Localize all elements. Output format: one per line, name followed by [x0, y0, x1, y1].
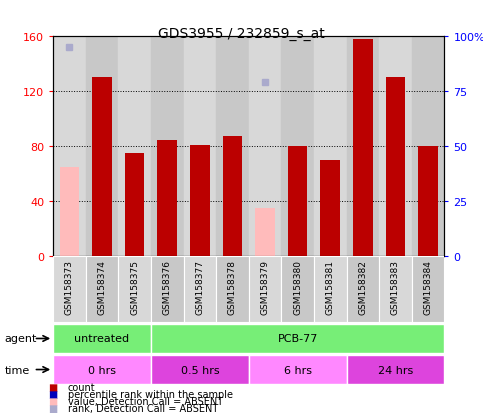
Bar — [151, 256, 184, 322]
Text: GSM158382: GSM158382 — [358, 259, 368, 314]
Text: count: count — [68, 382, 95, 392]
Bar — [321, 160, 340, 256]
Bar — [314, 256, 347, 322]
Bar — [347, 37, 379, 256]
Text: ■: ■ — [48, 389, 57, 399]
Bar — [347, 256, 379, 322]
Bar — [256, 208, 275, 256]
Text: ■: ■ — [48, 404, 57, 413]
Text: PCB-77: PCB-77 — [277, 334, 318, 344]
Bar — [157, 141, 177, 256]
Bar — [86, 256, 118, 322]
Bar — [353, 40, 373, 256]
Text: untreated: untreated — [74, 334, 129, 344]
Text: GSM158378: GSM158378 — [228, 259, 237, 314]
Text: 24 hrs: 24 hrs — [378, 365, 413, 375]
Bar — [86, 37, 118, 256]
Text: GSM158373: GSM158373 — [65, 259, 74, 314]
Bar — [125, 154, 144, 256]
Text: percentile rank within the sample: percentile rank within the sample — [68, 389, 233, 399]
Bar — [314, 37, 347, 256]
Bar — [190, 145, 210, 256]
Bar — [151, 355, 249, 384]
Bar — [418, 147, 438, 256]
Bar — [60, 167, 79, 256]
Bar — [53, 355, 151, 384]
Text: GSM158374: GSM158374 — [98, 259, 107, 314]
Bar — [281, 256, 314, 322]
Text: GSM158375: GSM158375 — [130, 259, 139, 314]
Text: GSM158377: GSM158377 — [195, 259, 204, 314]
Bar — [288, 147, 307, 256]
Text: time: time — [5, 365, 30, 375]
Text: GSM158376: GSM158376 — [163, 259, 172, 314]
Bar — [249, 37, 282, 256]
Text: ■: ■ — [48, 396, 57, 406]
Bar — [281, 37, 314, 256]
Bar — [53, 256, 86, 322]
Bar — [412, 37, 444, 256]
Text: GSM158384: GSM158384 — [424, 259, 433, 314]
Bar — [92, 78, 112, 256]
Bar — [249, 355, 347, 384]
Bar — [412, 256, 444, 322]
Text: 6 hrs: 6 hrs — [284, 365, 312, 375]
Bar — [249, 256, 282, 322]
Text: GSM158383: GSM158383 — [391, 259, 400, 314]
Text: rank, Detection Call = ABSENT: rank, Detection Call = ABSENT — [68, 404, 218, 413]
Bar — [216, 256, 249, 322]
Text: GSM158380: GSM158380 — [293, 259, 302, 314]
Text: GDS3955 / 232859_s_at: GDS3955 / 232859_s_at — [158, 27, 325, 41]
Bar — [347, 355, 444, 384]
Text: 0.5 hrs: 0.5 hrs — [181, 365, 219, 375]
Bar — [379, 37, 412, 256]
Text: 0 hrs: 0 hrs — [88, 365, 116, 375]
Bar — [184, 37, 216, 256]
Bar — [53, 324, 151, 353]
Bar — [216, 37, 249, 256]
Text: value, Detection Call = ABSENT: value, Detection Call = ABSENT — [68, 396, 223, 406]
Bar — [118, 256, 151, 322]
Bar — [53, 37, 86, 256]
Bar — [151, 37, 184, 256]
Bar — [379, 256, 412, 322]
Text: GSM158381: GSM158381 — [326, 259, 335, 314]
Text: GSM158379: GSM158379 — [260, 259, 270, 314]
Bar — [151, 324, 444, 353]
Text: agent: agent — [5, 334, 37, 344]
Bar — [118, 37, 151, 256]
Bar — [385, 78, 405, 256]
Text: ■: ■ — [48, 382, 57, 392]
Bar — [184, 256, 216, 322]
Bar — [223, 137, 242, 256]
